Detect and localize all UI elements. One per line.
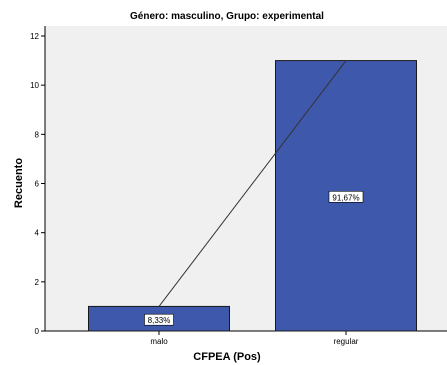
data-label-regular: 91,67%	[328, 190, 364, 203]
overlay-line-group	[158, 60, 347, 307]
data-label-malo: 8,33%	[144, 313, 174, 326]
y-tick-label: 4	[35, 229, 40, 238]
data-label-text: 91,67%	[332, 193, 359, 202]
data-label-box	[328, 190, 364, 203]
y-tick-label: 6	[35, 180, 40, 189]
data-label-box	[144, 313, 174, 326]
y-tick-label: 10	[30, 81, 39, 90]
y-axis-title: Recuento	[13, 158, 25, 208]
overlay-line	[158, 60, 347, 307]
data-labels: 8,33% 91,67%	[144, 190, 364, 326]
data-label-text: 8,33%	[148, 316, 171, 325]
y-tick-label: 8	[35, 130, 40, 139]
x-tick-label: regular	[334, 337, 359, 346]
y-tick-label: 0	[35, 327, 40, 336]
x-tick-label: malo	[150, 337, 168, 346]
x-axis: malo regular	[45, 330, 447, 346]
y-tick-label: 12	[30, 32, 39, 41]
chart-title: Género: masculino, Grupo: experimental	[130, 11, 324, 22]
y-axis: 0 2 4 6 8 10 12	[30, 26, 46, 336]
y-tick-label: 2	[35, 278, 40, 287]
x-axis-title: CFPEA (Pos)	[193, 351, 261, 363]
